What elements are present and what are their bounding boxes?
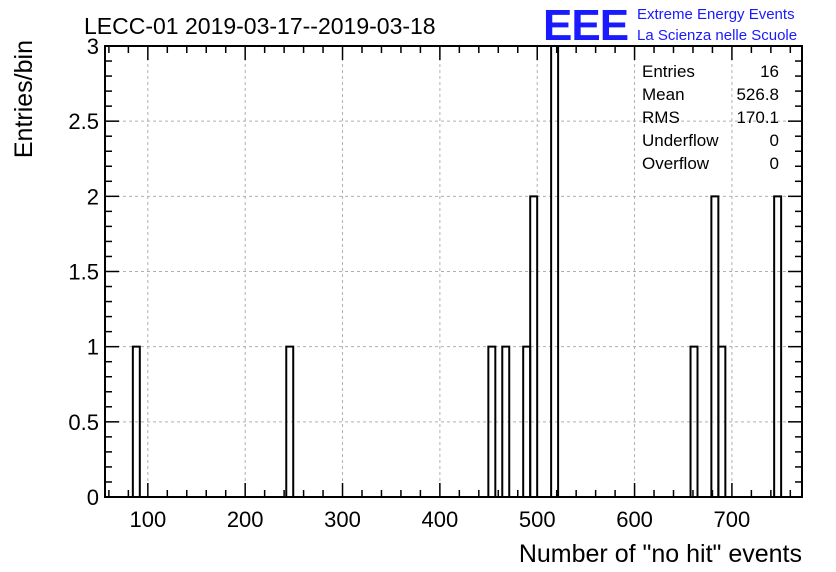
- histogram-bar: [131, 345, 141, 497]
- y-tick-label: 0.5: [68, 410, 99, 435]
- y-tick-label: 2.5: [68, 109, 99, 134]
- stats-label: Mean: [642, 85, 685, 104]
- histogram-bar: [285, 345, 295, 497]
- logo-line-2: La Scienza nelle Scuole: [637, 27, 797, 44]
- stats-label: RMS: [642, 108, 680, 127]
- histogram-bar: [717, 345, 727, 497]
- x-tick-label: 600: [616, 507, 653, 532]
- y-tick-label: 2: [87, 184, 99, 209]
- y-tick-label: 1.5: [68, 260, 99, 285]
- x-tick-label: 400: [422, 507, 459, 532]
- logo-line-1: Extreme Energy Events: [637, 6, 795, 23]
- eee-logo: EEE Extreme Energy Events La Scienza nel…: [543, 1, 797, 50]
- axis-ticks: [105, 45, 802, 498]
- stats-label: Overflow: [642, 154, 710, 173]
- stats-box: Entries 16 Mean 526.8 RMS 170.1 Underflow 0 Over…: [642, 62, 779, 173]
- stats-value: 0: [770, 154, 779, 173]
- x-tick-label: 200: [227, 507, 264, 532]
- x-tick-label: 700: [714, 507, 751, 532]
- stats-label: Underflow: [642, 131, 719, 150]
- x-tick-label: 500: [519, 507, 556, 532]
- histogram-bars: [131, 45, 783, 497]
- stats-value: 16: [760, 62, 779, 81]
- histogram-bar: [773, 195, 783, 497]
- stats-label: Entries: [642, 62, 695, 81]
- y-axis-label: Entries/bin: [10, 40, 38, 158]
- histogram-bar: [501, 345, 511, 497]
- x-axis-label: Number of "no hit" events: [519, 540, 802, 568]
- y-tick-label: 0: [87, 485, 99, 510]
- chart-title: LECC-01 2019-03-17--2019-03-18: [84, 13, 436, 39]
- y-tick-label: 1: [87, 335, 99, 360]
- x-tick-label: 300: [324, 507, 361, 532]
- stats-value: 170.1: [736, 108, 779, 127]
- stats-value: 0: [770, 131, 779, 150]
- y-tick-labels: 0 0.5 1 1.5 2 2.5 3: [68, 34, 99, 510]
- histogram-bar: [529, 195, 539, 497]
- x-tick-label: 100: [129, 507, 166, 532]
- y-tick-label: 3: [87, 34, 99, 59]
- x-tick-labels: 100 200 300 400 500 600 700: [129, 507, 750, 532]
- stats-value: 526.8: [736, 85, 779, 104]
- logo-mark: EEE: [543, 1, 628, 50]
- histogram-bar: [487, 345, 497, 497]
- histogram-bar: [689, 345, 699, 497]
